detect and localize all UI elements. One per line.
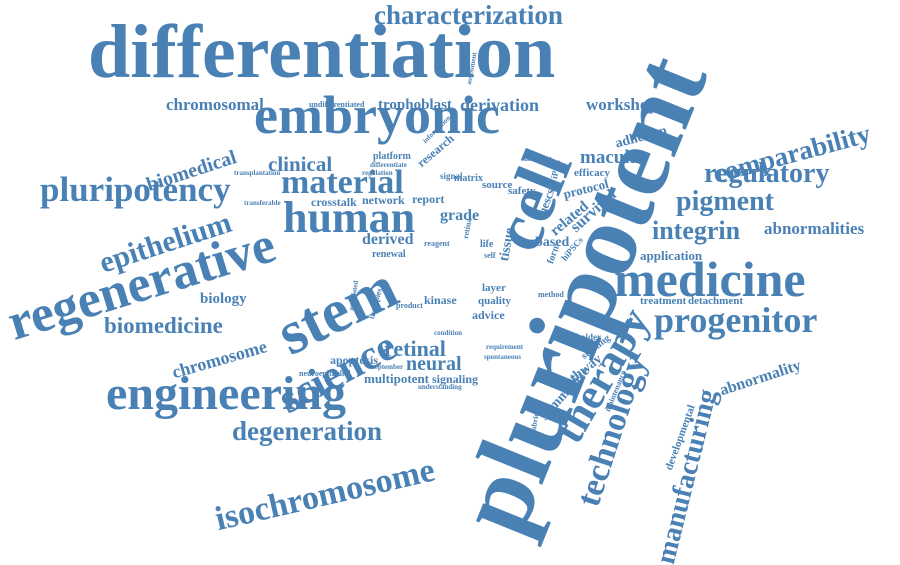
word-differentiation: differentiation — [88, 10, 556, 94]
word-abnormalities: abnormalities — [764, 219, 865, 238]
word-september: september — [372, 363, 404, 371]
word-workshop: workshop — [586, 95, 658, 114]
word-material: material — [281, 164, 404, 201]
word-degeneration: degeneration — [232, 416, 382, 446]
word-biology: biology — [200, 291, 247, 307]
word-neuroepithelial: neuroepithelial — [299, 369, 351, 378]
word-embryonic: embryonic — [254, 85, 500, 145]
word-self: self — [484, 251, 496, 260]
word-derivation: derivation — [460, 95, 539, 115]
word-understanding: understanding — [418, 383, 462, 391]
word-pluripotency: pluripotency — [40, 170, 231, 209]
word-tissue: tissue — [497, 226, 518, 263]
word-trophoblast: trophoblast — [378, 97, 452, 113]
word-regulation: regulation — [362, 169, 393, 177]
word-matrix: matrix — [454, 173, 483, 184]
word-application: application — [640, 248, 703, 263]
word-engineering: engineering — [106, 367, 346, 420]
word-medicine: medicine — [614, 251, 806, 307]
word-report: report — [412, 192, 445, 206]
word-efficacy: efficacy — [574, 167, 611, 179]
word-renewal: renewal — [372, 249, 406, 260]
word-progenitor: progenitor — [654, 300, 818, 340]
word-neural: neural — [406, 353, 462, 375]
word-layer: layer — [482, 282, 506, 294]
word-source: source — [482, 179, 513, 191]
word-multipotent: multipotent — [364, 371, 429, 386]
word-macular: macular — [580, 147, 648, 168]
word-kinase: kinase — [424, 293, 457, 307]
word-chromosomal: chromosomal — [166, 95, 264, 114]
word-reagent: reagent — [424, 239, 450, 248]
word-safety: safety — [508, 185, 536, 197]
word-undifferentiated: undifferentiated — [309, 100, 365, 109]
word-platform: platform — [373, 151, 411, 162]
word-network: network — [362, 193, 405, 207]
word-integrin: integrin — [652, 216, 741, 245]
word-transplantation: transplantation — [234, 169, 281, 177]
word-regulatory: regulatory — [704, 158, 830, 189]
word-method: method — [538, 290, 564, 299]
word-derived: derived — [362, 231, 414, 248]
word-grade: grade — [440, 207, 480, 224]
word-apoptosis: apoptosis — [330, 353, 379, 367]
word-detachment: detachment — [688, 295, 743, 307]
word-characterization: characterization — [374, 0, 563, 30]
word-life: life — [480, 239, 494, 250]
word-biomedicine: biomedicine — [104, 313, 223, 338]
word-clinical: clinical — [268, 152, 333, 176]
word-isochromosome: isochromosome — [211, 451, 439, 539]
word-product: product — [396, 301, 423, 310]
word-treatment: treatment — [640, 295, 687, 307]
word-signal: signal — [440, 171, 463, 181]
word-signaling: signaling — [432, 372, 479, 386]
word-condition: condition — [434, 329, 463, 337]
word-interrupt: interrupt — [524, 155, 552, 163]
word-pigment: pigment — [676, 186, 774, 217]
word-retina: retina — [461, 217, 474, 240]
word-abnormality: abnormality — [717, 356, 804, 400]
word-quality: quality — [478, 295, 512, 307]
word-advice: advice — [472, 308, 505, 322]
word-spontaneous: spontaneous — [484, 353, 521, 361]
word-retinal: retinal — [384, 336, 446, 361]
word-human: human — [283, 193, 416, 242]
word-stakeholder: stakeholder — [556, 332, 601, 342]
word-based: based — [535, 235, 570, 250]
word-transferable: transferable — [244, 199, 281, 207]
word-requirement: requirement — [486, 343, 524, 351]
word-crosstalk: crosstalk — [311, 195, 357, 209]
word-differentiate: differentiate — [370, 161, 407, 169]
